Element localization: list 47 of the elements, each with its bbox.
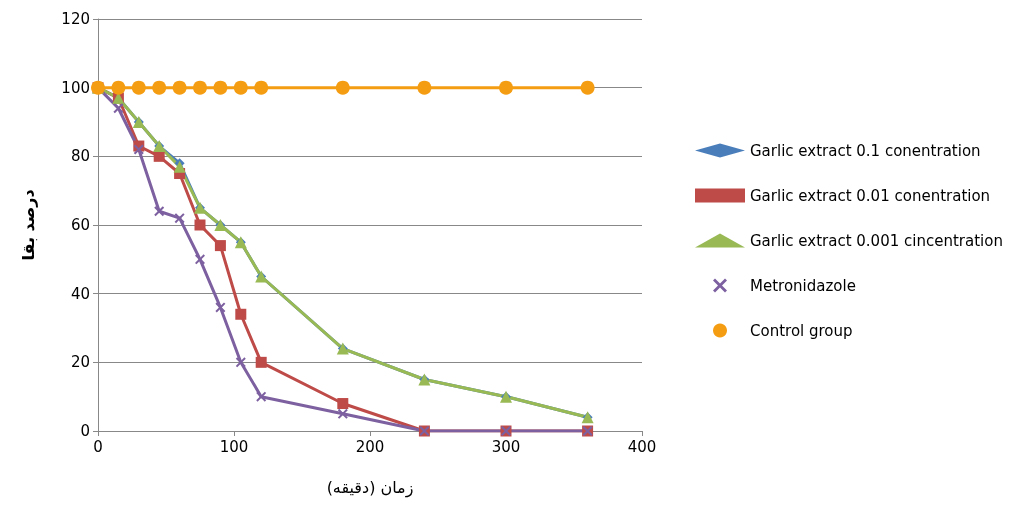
point [254,80,269,95]
legend-label: Metronidazole [750,276,856,295]
y-tick-label: 60 [70,216,90,234]
point [233,80,248,95]
point [172,80,187,95]
x-tick-label: 300 [491,437,521,456]
x-axis-title: زمان (دقیقه) [326,477,414,498]
y-tick-label: 120 [61,10,90,28]
legend-label: Garlic extract 0.001 cincentration [750,231,1003,250]
x-tick-label: 100 [219,437,249,456]
point [195,254,205,265]
point [235,308,247,320]
point [174,213,185,224]
y-tick-label: 40 [70,284,90,303]
point [255,356,267,368]
point [153,150,165,162]
point [235,357,246,368]
point [335,80,350,95]
point [154,206,165,217]
point [173,160,186,173]
point [215,302,226,313]
point [133,144,144,155]
y-tick-label: 0 [80,422,90,440]
legend-label: Control group [750,321,853,340]
point [111,80,126,95]
point [113,103,124,114]
y-tick-label: 80 [70,147,90,166]
point [417,80,432,95]
point [337,408,348,419]
y-tick-label: 20 [70,353,90,372]
point [194,219,206,231]
x-tick-label: 0 [93,437,103,456]
point [152,80,167,95]
point [499,80,513,95]
legend-label: Garlic extract 0.1 conentration [750,141,981,160]
point [256,391,267,402]
point [131,80,146,95]
x-tick-label: 200 [355,437,385,456]
point [193,80,207,95]
y-tick-label: 100 [61,78,90,97]
y-axis-title: درصد بقا [18,189,38,261]
point [214,240,226,252]
x-tick-label: 400 [627,437,657,456]
point [337,398,349,410]
point [580,80,595,95]
legend-label: Garlic extract 0.01 conentration [750,186,991,205]
point [213,80,228,95]
